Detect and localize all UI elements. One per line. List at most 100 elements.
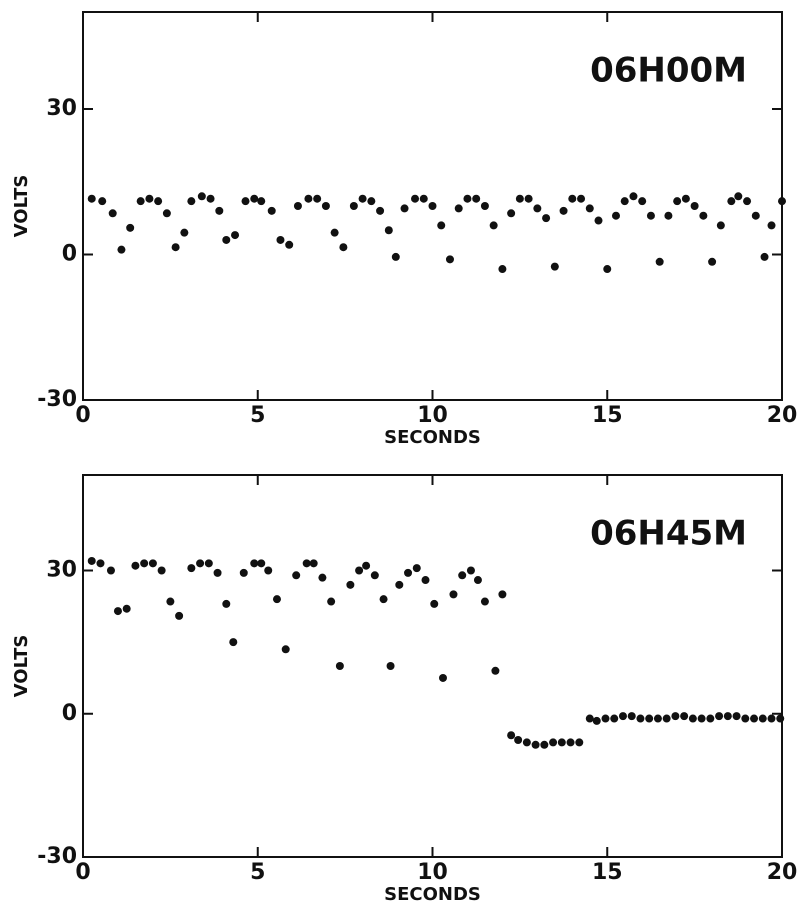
x-tick-label: 20	[767, 860, 798, 885]
data-point	[131, 561, 140, 570]
data-point	[126, 223, 135, 232]
data-point	[376, 206, 385, 215]
data-point	[391, 252, 400, 261]
data-point	[524, 194, 533, 203]
data-point	[557, 738, 566, 747]
annotation: 06H45M	[590, 514, 747, 554]
data-point	[480, 597, 489, 606]
data-point	[231, 231, 240, 240]
data-point	[706, 714, 715, 723]
data-point	[645, 714, 654, 723]
data-point	[445, 255, 454, 264]
x-tick-label: 20	[767, 403, 798, 428]
data-point	[568, 194, 577, 203]
data-point	[367, 197, 376, 206]
data-point	[734, 192, 743, 201]
data-point	[106, 566, 115, 575]
data-point	[108, 209, 117, 218]
y-tick-label: -30	[37, 844, 77, 869]
data-point	[264, 566, 273, 575]
data-point	[681, 194, 690, 203]
data-point	[154, 197, 163, 206]
data-point	[421, 576, 430, 585]
data-point	[428, 202, 437, 210]
data-point	[690, 202, 699, 210]
data-point	[671, 712, 680, 721]
data-point	[466, 566, 475, 575]
data-point	[549, 738, 558, 747]
data-point	[339, 243, 348, 252]
data-point	[542, 214, 551, 223]
x-axis-label: SECONDS	[384, 427, 481, 448]
data-point	[778, 197, 786, 206]
x-tick-label: 5	[250, 860, 265, 885]
data-point	[187, 197, 196, 206]
data-point	[386, 662, 395, 670]
data-point	[498, 265, 507, 274]
data-point	[716, 221, 725, 230]
data-point	[715, 712, 724, 721]
data-point	[758, 714, 767, 723]
data-point	[292, 571, 301, 580]
x-tick-label: 15	[592, 403, 623, 428]
data-point	[204, 559, 213, 568]
data-point	[171, 243, 180, 252]
data-point	[498, 590, 507, 599]
data-point	[449, 590, 458, 599]
data-point	[313, 194, 322, 203]
annotation: 06H00M	[590, 51, 747, 91]
data-point	[222, 235, 231, 244]
data-point	[438, 673, 447, 682]
data-point	[655, 257, 664, 266]
data-point	[206, 194, 215, 203]
data-point	[330, 228, 339, 237]
data-point	[491, 666, 500, 675]
data-point	[611, 211, 620, 220]
data-point	[384, 226, 393, 235]
data-point	[229, 638, 238, 647]
y-tick-label: 0	[62, 701, 77, 726]
data-point	[662, 714, 671, 723]
data-point	[222, 599, 231, 608]
data-point	[281, 645, 290, 654]
data-point	[540, 740, 549, 749]
data-point	[239, 568, 248, 577]
data-point	[136, 197, 145, 206]
data-point	[349, 202, 358, 210]
data-point	[723, 712, 732, 721]
y-tick-label: 30	[46, 96, 77, 121]
y-tick-label: 30	[46, 558, 77, 583]
x-tick-label: 15	[592, 860, 623, 885]
data-point	[620, 197, 629, 206]
data-point	[767, 714, 776, 723]
data-point	[603, 265, 612, 274]
data-point	[304, 194, 313, 203]
data-point	[327, 597, 336, 606]
x-axis-label: SECONDS	[384, 884, 481, 905]
data-point	[550, 262, 559, 271]
data-point	[585, 204, 594, 213]
data-point	[566, 738, 575, 747]
data-point	[489, 221, 498, 230]
data-point	[293, 202, 302, 210]
data-point	[507, 209, 516, 218]
data-point	[87, 194, 96, 203]
x-tick-label: 10	[417, 860, 448, 885]
x-tick-label: 5	[250, 403, 265, 428]
data-point	[362, 561, 371, 570]
data-point	[618, 712, 627, 721]
data-point	[664, 211, 673, 220]
data-point	[272, 595, 281, 604]
data-point	[750, 714, 759, 723]
data-point	[335, 662, 344, 670]
data-point	[732, 712, 741, 721]
data-point	[411, 194, 420, 203]
data-point	[419, 194, 428, 203]
data-point	[594, 216, 603, 225]
data-point	[400, 204, 409, 213]
data-point	[522, 738, 531, 747]
data-point	[358, 194, 367, 203]
data-point	[113, 607, 122, 616]
data-point	[473, 576, 482, 585]
data-point	[559, 206, 568, 215]
